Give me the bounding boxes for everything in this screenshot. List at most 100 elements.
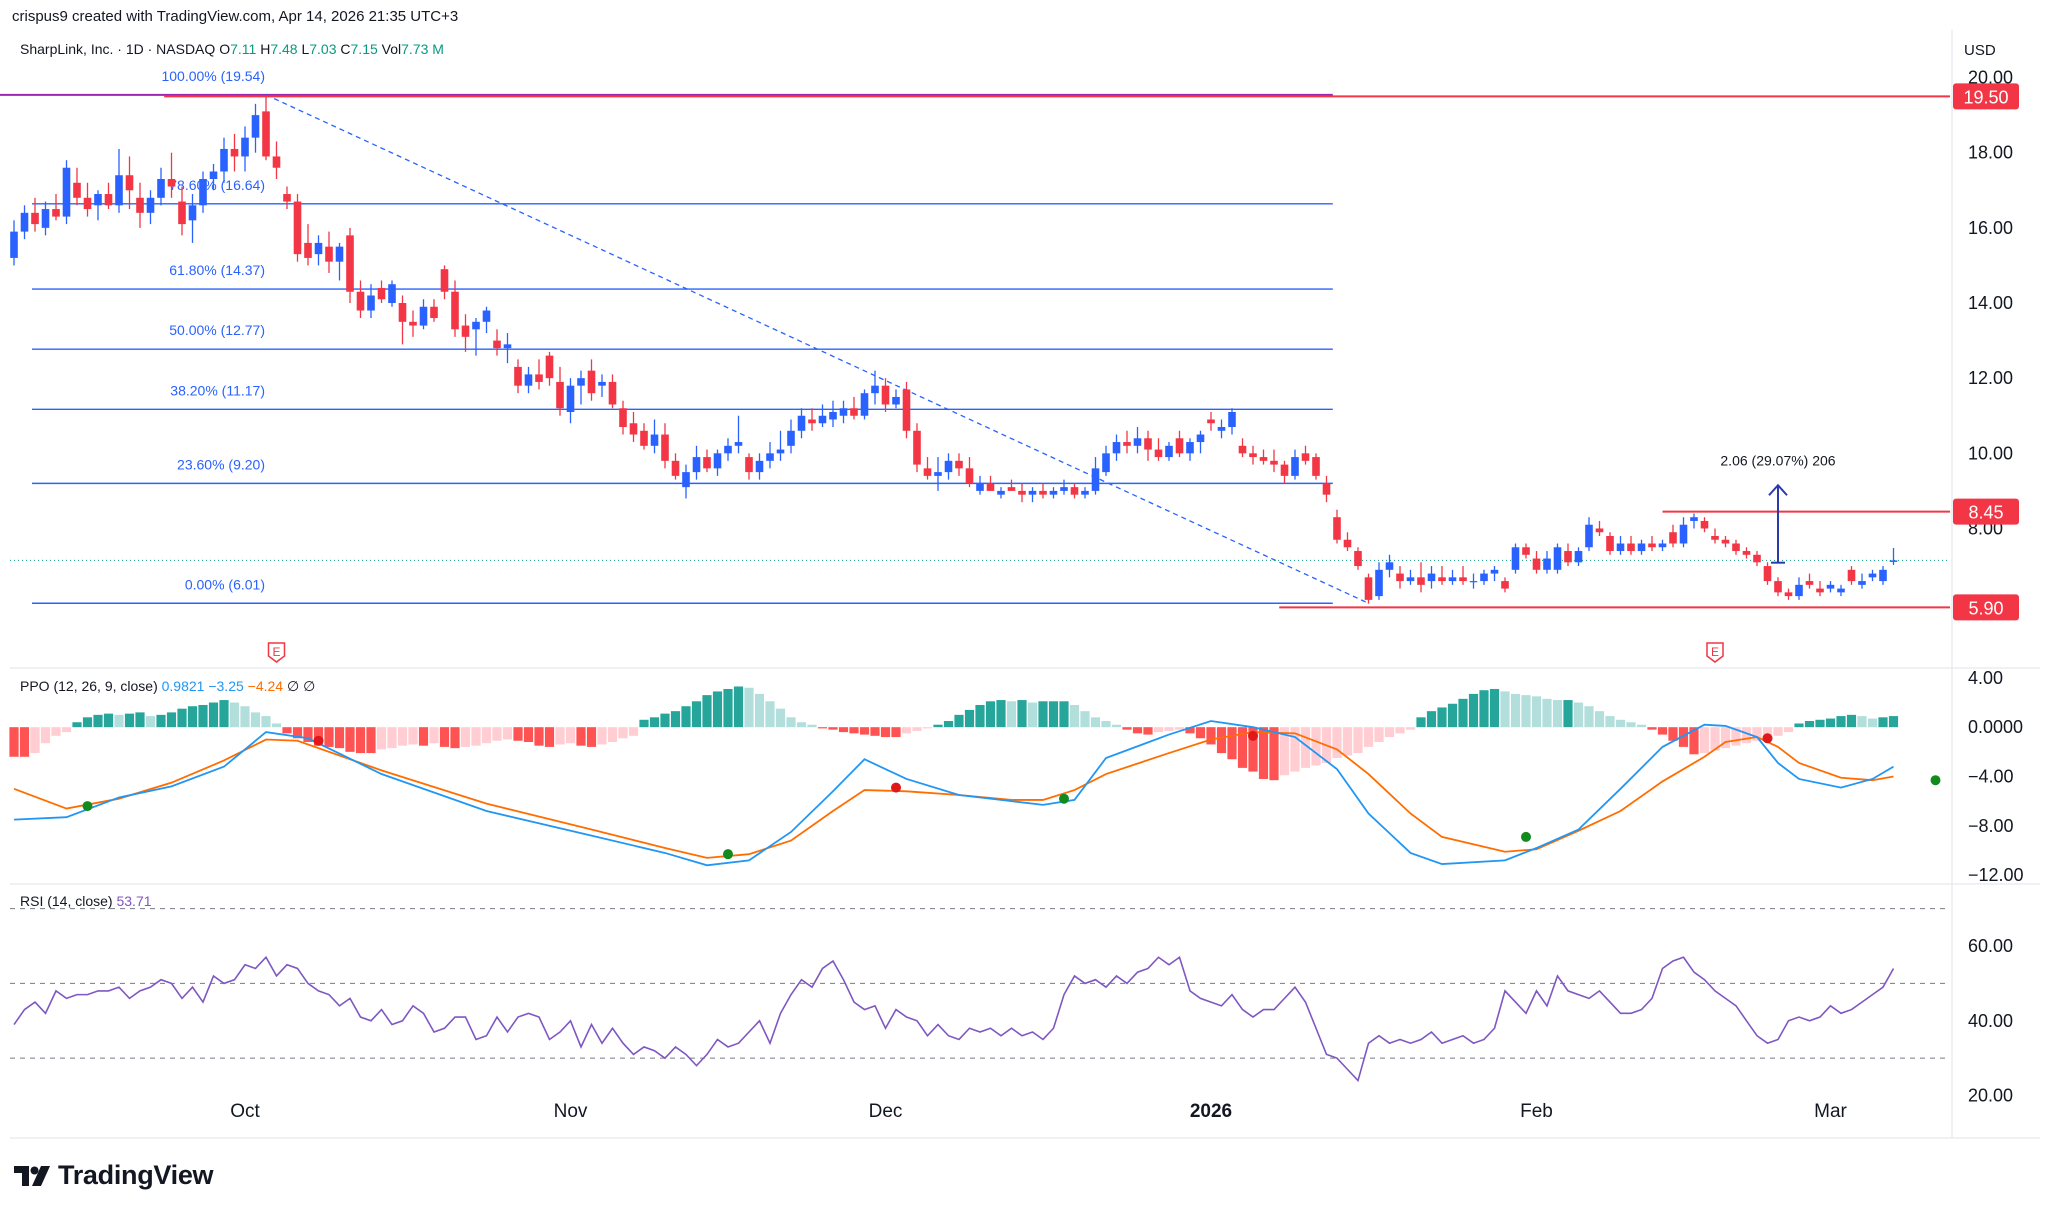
ppo-histogram-bar	[1017, 700, 1027, 728]
ppo-histogram-bar	[1248, 727, 1258, 772]
candle-body	[31, 212, 39, 225]
ppo-histogram-bar	[607, 727, 618, 742]
candle-body	[1186, 442, 1194, 454]
candle-body	[419, 306, 428, 326]
rsi-axis-tick: 20.00	[1968, 1086, 2013, 1106]
ppo-histogram-bar	[1363, 727, 1374, 747]
candle-body	[472, 321, 480, 330]
ppo-cross-dot	[1059, 793, 1069, 804]
ppo-histogram-bar	[1153, 727, 1164, 733]
ppo-histogram-bar	[1468, 693, 1479, 728]
ppo-histogram-bar	[114, 714, 124, 728]
ppo-histogram-bar	[639, 719, 649, 728]
ppo-histogram-bar	[1647, 727, 1657, 730]
candle-body	[104, 194, 113, 206]
candle-body	[1774, 581, 1782, 593]
candle-body	[178, 201, 186, 225]
ppo-histogram-bar	[40, 727, 51, 744]
ppo-histogram-bar	[145, 716, 156, 728]
ppo-histogram-bar	[1542, 698, 1552, 728]
ppo-histogram-bar	[418, 727, 429, 746]
candle-body	[293, 201, 302, 255]
candle-body	[283, 194, 291, 202]
ppo-histogram-bar	[1174, 727, 1185, 730]
ppo-histogram-bar	[1353, 727, 1363, 754]
candle-body	[598, 381, 606, 386]
candle-body	[1742, 551, 1751, 555]
price-axis-tick: 18.00	[1968, 143, 2013, 163]
fib-level-label: 38.20% (11.17)	[170, 382, 265, 398]
fib-level-label: 61.80% (14.37)	[169, 262, 265, 278]
candle-body	[587, 370, 596, 394]
candle-body	[1543, 558, 1551, 570]
candle-body	[839, 408, 848, 416]
ppo-histogram-bar	[1332, 727, 1342, 759]
candle-body	[934, 472, 942, 476]
ppo-histogram-bar	[1027, 702, 1038, 728]
price-pane[interactable]: USD20.0018.0016.0014.0012.0010.008.00Sha…	[0, 41, 2019, 663]
candle-body	[1228, 411, 1236, 428]
candle-body	[493, 340, 501, 349]
candle-body	[1511, 547, 1520, 570]
ppo-cross-dot	[1248, 730, 1258, 741]
candle-body	[1459, 577, 1467, 582]
candle-body	[1259, 457, 1268, 461]
candle-body	[650, 434, 659, 446]
candle-body	[1879, 569, 1887, 582]
ppo-histogram-bar	[796, 722, 807, 728]
ppo-histogram-bar	[1374, 727, 1384, 742]
candle-body	[1784, 592, 1793, 597]
candle-body	[1658, 543, 1667, 548]
candle-body	[1606, 535, 1614, 552]
candle-body	[1438, 577, 1446, 582]
ppo-histogram-bar	[1615, 719, 1626, 728]
candle-body	[1616, 543, 1625, 552]
candle-body	[724, 445, 732, 454]
candle-body	[83, 197, 92, 210]
candle-body	[430, 306, 438, 319]
candle-body	[545, 355, 554, 379]
ppo-histogram-bar	[849, 727, 859, 734]
candle-body	[1144, 438, 1152, 450]
ppo-histogram-bar	[30, 727, 40, 754]
ppo-histogram-bar	[1090, 717, 1101, 728]
candle-body	[272, 156, 281, 168]
rsi-pane[interactable]: RSI (14, close) 53.71 60.00 40.00 20.00	[10, 893, 2013, 1106]
ppo-histogram-bar	[9, 727, 19, 757]
candle-body	[1847, 569, 1856, 582]
chart-canvas[interactable]: USD20.0018.0016.0014.0012.0010.008.00Sha…	[0, 0, 2048, 1160]
candle-body	[808, 419, 816, 424]
fib-level-label: 0.00% (6.01)	[185, 576, 265, 592]
ppo-histogram-bar	[1395, 727, 1405, 734]
ppo-histogram-bar	[1846, 714, 1857, 728]
candle-body	[976, 483, 984, 491]
candle-body	[1816, 588, 1824, 593]
candle-body	[850, 408, 858, 416]
ppo-histogram-bar	[586, 727, 597, 747]
ppo-histogram-bar	[334, 727, 345, 749]
candle-body	[797, 415, 806, 431]
ppo-axis-tick: 0.0000	[1968, 717, 2023, 737]
brand-logo[interactable]: TradingView	[14, 1160, 214, 1191]
candle-body	[146, 197, 155, 213]
candle-body	[1469, 581, 1478, 583]
fib-level-label: 50.00% (12.77)	[169, 322, 265, 338]
ppo-histogram-bar	[1489, 688, 1500, 728]
candle-body	[1165, 445, 1173, 458]
ppo-histogram-bar	[1689, 727, 1699, 755]
candle-body	[1637, 543, 1646, 552]
candle-body	[1333, 517, 1341, 540]
candle-body	[1049, 490, 1058, 495]
ppo-histogram-bar	[324, 727, 334, 747]
ppo-histogram-bar	[1437, 707, 1447, 728]
candle-body	[1427, 573, 1436, 582]
ppo-axis-tick: 4.00	[1968, 668, 2003, 688]
candle-body	[1238, 445, 1247, 454]
candle-body	[482, 310, 491, 322]
ppo-pane[interactable]: PPO (12, 26, 9, close) 0.9821 −3.25 −4.2…	[9, 668, 2024, 885]
ppo-histogram-bar	[429, 727, 439, 744]
ppo-signal-line	[13, 731, 1894, 859]
ppo-histogram-bar	[1741, 727, 1752, 744]
candle-body	[188, 205, 197, 221]
ppo-histogram-bar	[754, 693, 765, 728]
